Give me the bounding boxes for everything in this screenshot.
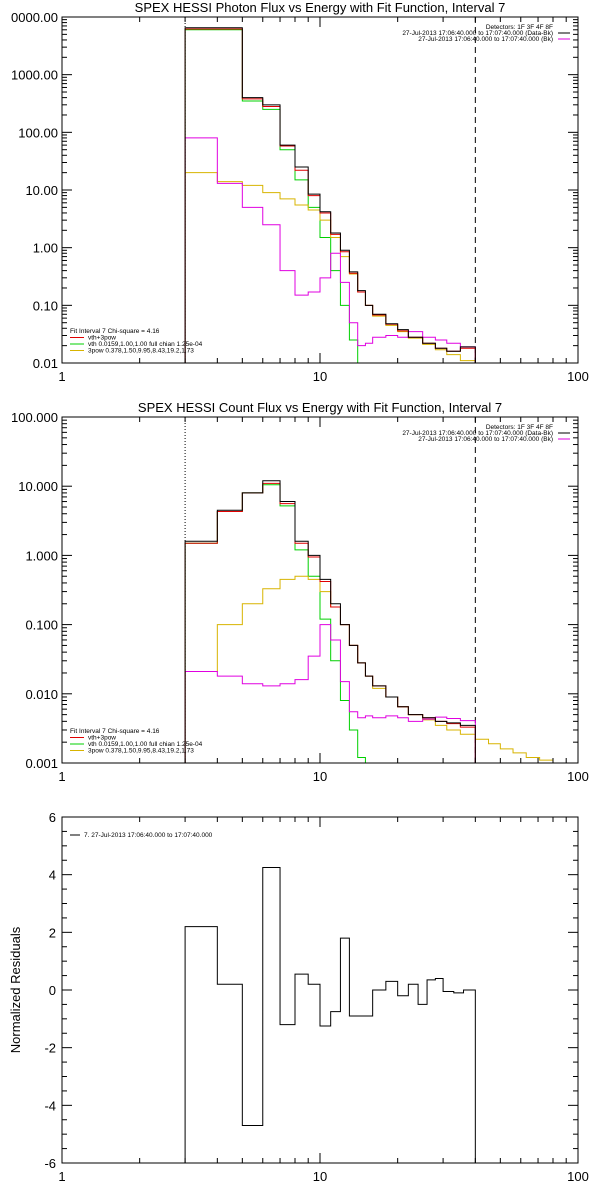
legend-bl-entry: 3pow 0.378,1.50,9.95,8.43,19.2,1.73 xyxy=(88,348,194,355)
y-axis-label: Normalized Residuals xyxy=(8,926,23,1053)
y-tick-label: 0.10 xyxy=(33,298,58,313)
legend-tr-entry: 27-Jul-2013 17:06:40.000 to 17:07:40.000… xyxy=(418,36,553,43)
x-tick-label: 10 xyxy=(313,369,327,384)
plot-area xyxy=(184,866,476,1163)
plot-area xyxy=(184,417,567,763)
legend-bl-entry: Fit Interval 7 Chi-square = 4.16 xyxy=(70,728,160,735)
y-tick-label: 0.001 xyxy=(25,756,58,771)
y-tick-label: 4 xyxy=(49,868,56,883)
legend-tr-entry: 27-Jul-2013 17:06:40.000 to 17:07:40.000… xyxy=(402,430,553,437)
legend-tr-entry: Detectors: 1F 3F 4F 8F xyxy=(486,424,553,431)
x-tick-label: 10 xyxy=(313,1169,327,1184)
plot-frame xyxy=(61,16,579,364)
series-vth xyxy=(184,484,366,763)
legend-bl-entry: vth 0.0159,1.00,1.00 full chian 1.25e-04 xyxy=(88,341,203,348)
legend-bl-entry: vth+3pow xyxy=(88,735,116,742)
y-tick-label: 0.100 xyxy=(25,618,58,633)
legend-bl-entry: 3pow 0.378,1.50,9.95,8.43,19.2,1.73 xyxy=(88,748,194,755)
y-tick-label: 1.000 xyxy=(25,548,58,563)
series-7-27-jul-2013-17-06-40-000-to-17-07-40-000 xyxy=(184,866,476,1163)
y-tick-label: -4 xyxy=(44,1098,56,1113)
legend-tr-entry: 27-Jul-2013 17:06:40.000 to 17:07:40.000… xyxy=(418,436,553,443)
legend-bl-entry: Fit Interval 7 Chi-square = 4.16 xyxy=(70,328,160,335)
y-tick-label: 2 xyxy=(49,925,56,940)
series-vth-3pow xyxy=(184,28,476,363)
x-tick-label: 10 xyxy=(313,769,327,784)
legend-tr-entry: 27-Jul-2013 17:06:40.000 to 17:07:40.000… xyxy=(402,30,553,37)
y-tick-label: 0.01 xyxy=(33,356,58,371)
y-tick-label: 100.000 xyxy=(11,410,58,425)
series-data-bk xyxy=(184,480,476,763)
x-tick-label: 100 xyxy=(567,769,589,784)
y-tick-label: 10.000 xyxy=(18,479,58,494)
chart-title: SPEX HESSI Photon Flux vs Energy with Fi… xyxy=(135,0,506,15)
plot-area xyxy=(184,17,476,363)
y-tick-label: 10.00 xyxy=(25,183,58,198)
y-tick-label: -6 xyxy=(44,1156,56,1171)
chart-title: SPEX HESSI Count Flux vs Energy with Fit… xyxy=(138,400,502,415)
legend-tr-entry: Detectors: 1F 3F 4F 8F xyxy=(486,24,553,31)
series-data-bk xyxy=(184,27,476,363)
x-tick-label: 1 xyxy=(58,769,65,784)
y-tick-label: 0 xyxy=(49,983,56,998)
y-tick-label: 0.010 xyxy=(25,687,58,702)
series-vth xyxy=(184,29,359,363)
legend-entry: 7. 27-Jul-2013 17:06:40.000 to 17:07:40.… xyxy=(84,832,213,839)
x-tick-label: 100 xyxy=(567,369,589,384)
legend-bl-entry: vth+3pow xyxy=(88,335,116,342)
series-3pow xyxy=(184,575,567,763)
y-tick-label: 100.00 xyxy=(18,125,58,140)
y-tick-label: -2 xyxy=(44,1041,56,1056)
chart-panel-1: SPEX HESSI Photon Flux vs Energy with Fi… xyxy=(11,0,589,384)
legend-bl-entry: vth 0.0159,1.00,1.00 full chian 1.25e-04 xyxy=(88,741,203,748)
y-tick-label: 6 xyxy=(49,810,56,825)
x-tick-label: 1 xyxy=(58,369,65,384)
y-tick-label: 1.00 xyxy=(33,241,58,256)
series-bk xyxy=(184,624,476,763)
x-tick-label: 100 xyxy=(567,1169,589,1184)
y-tick-label: 0000.00 xyxy=(11,10,58,25)
series-bk xyxy=(184,137,476,363)
chart-panel-2: SPEX HESSI Count Flux vs Energy with Fit… xyxy=(11,400,589,784)
chart-panel-3: Normalized Residuals 1 10 100 -6 -4 -2 0 2 4 6 7. 2… xyxy=(8,810,589,1184)
x-tick-label: 1 xyxy=(58,1169,65,1184)
y-tick-label: 1000.00 xyxy=(11,68,58,83)
